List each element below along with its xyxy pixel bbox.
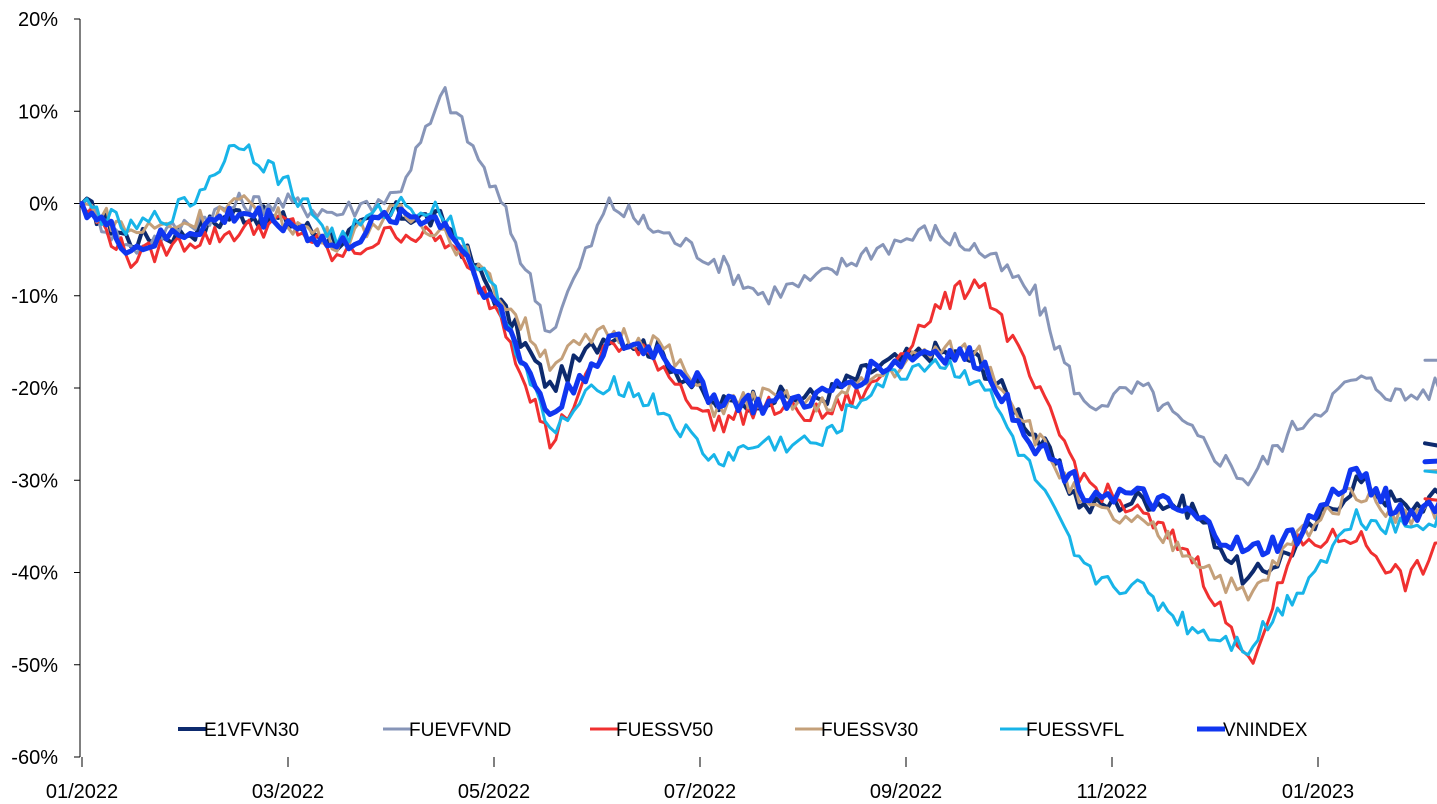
series-line-fuessv30 bbox=[80, 194, 1437, 602]
legend-label-fuevfvnd: FUEVFVND bbox=[409, 720, 511, 741]
legend-label-fuessv50: FUESSV50 bbox=[616, 720, 713, 741]
x-tick-label: 11/2022 bbox=[1077, 781, 1148, 803]
legend-label-e1vfvn30: E1VFVN30 bbox=[204, 720, 299, 741]
series-lines bbox=[79, 86, 1437, 665]
y-tick-label: -10% bbox=[11, 286, 58, 308]
series-line-fuessvfl bbox=[80, 143, 1437, 657]
y-tick-label: -20% bbox=[11, 378, 58, 400]
legend-label-vnindex: VNINDEX bbox=[1223, 720, 1308, 741]
y-tick-label: 20% bbox=[18, 9, 58, 31]
x-tick-label: 03/2022 bbox=[252, 781, 324, 803]
chart-axes: 20% 10% 0% -10% -20% -30% -40% -50% -60% 01/2022 0… bbox=[11, 9, 1425, 803]
y-tick-label: -40% bbox=[11, 563, 58, 585]
y-tick-label: -50% bbox=[11, 655, 58, 677]
x-tick-label: 09/2022 bbox=[870, 781, 942, 803]
y-tick-label: 10% bbox=[18, 101, 58, 123]
x-tick-label: 07/2022 bbox=[664, 781, 736, 803]
legend-label-fuessvfl: FUESSVFL bbox=[1026, 720, 1124, 741]
x-tick-label: 05/2022 bbox=[458, 781, 530, 803]
y-tick-label: 0% bbox=[29, 194, 58, 216]
y-tick-label: -30% bbox=[11, 470, 58, 492]
series-line-fuevfvnd bbox=[80, 86, 1437, 487]
legend-label-fuessv30: FUESSV30 bbox=[821, 720, 918, 741]
series-line-e1vfvn30 bbox=[80, 196, 1437, 586]
series-line-fuessv50 bbox=[80, 202, 1437, 665]
series-line-vnindex bbox=[79, 201, 1437, 558]
chart-legend: E1VFVN30 FUEVFVND FUESSV50 FUESSV30 FUESSVFL… bbox=[178, 720, 1308, 741]
y-tick-label: -60% bbox=[11, 747, 58, 769]
x-tick-label: 01/2022 bbox=[46, 781, 118, 803]
x-tick-label: 01/2023 bbox=[1282, 781, 1354, 803]
